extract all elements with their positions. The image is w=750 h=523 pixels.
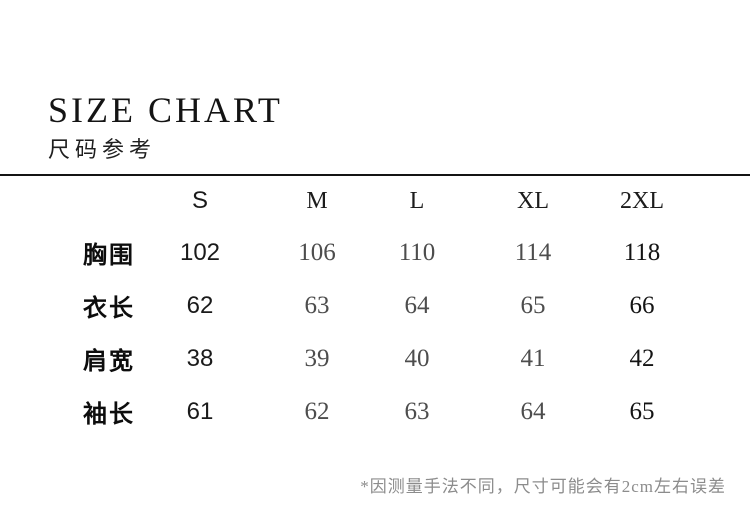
table-row: 袖长 61 62 63 64 65 [0,385,683,438]
footnote: *因测量手法不同，尺寸可能会有2cm左右误差 [360,477,726,496]
size-value: 65 [520,291,546,319]
table-row: 衣长 62 63 64 65 66 [0,279,683,332]
size-value: 41 [520,344,546,372]
table-row: 肩宽 38 39 40 41 42 [0,332,683,385]
row-label: 肩宽 [83,349,135,375]
page-subtitle: 尺码参考 [48,137,157,162]
column-header-l: L [409,187,425,214]
divider-line [0,174,750,176]
size-value: 102 [179,238,221,266]
column-header-m: M [306,187,328,214]
row-label: 袖长 [83,402,135,428]
size-value: 63 [304,291,330,319]
size-value: 106 [298,238,336,266]
column-header-xl: XL [517,187,549,214]
row-label: 衣长 [83,296,135,322]
size-value: 65 [629,397,655,425]
size-value: 61 [186,397,214,425]
size-value: 118 [623,238,661,266]
page-title: SIZE CHART [48,90,283,130]
size-value: 62 [186,291,214,319]
size-value: 39 [304,344,330,372]
size-value: 64 [520,397,546,425]
header: SIZE CHART 尺码参考 [48,90,283,163]
size-value: 62 [304,397,330,425]
size-value: 110 [398,238,436,266]
size-value: 40 [404,344,430,372]
size-value: 114 [514,238,552,266]
row-label: 胸围 [83,243,135,269]
column-header-s: S [191,187,208,214]
size-table: S M L XL 2XL 胸围 102 106 110 114 118 衣长 62 63 64 65 66 肩宽… [0,176,683,438]
size-value: 42 [629,344,655,372]
table-header-row: S M L XL 2XL [0,176,683,226]
size-value: 38 [186,344,214,372]
size-value: 66 [629,291,655,319]
column-header-2xl: 2XL [620,187,664,214]
table-row: 胸围 102 106 110 114 118 [0,226,683,279]
size-value: 63 [404,397,430,425]
size-value: 64 [404,291,430,319]
